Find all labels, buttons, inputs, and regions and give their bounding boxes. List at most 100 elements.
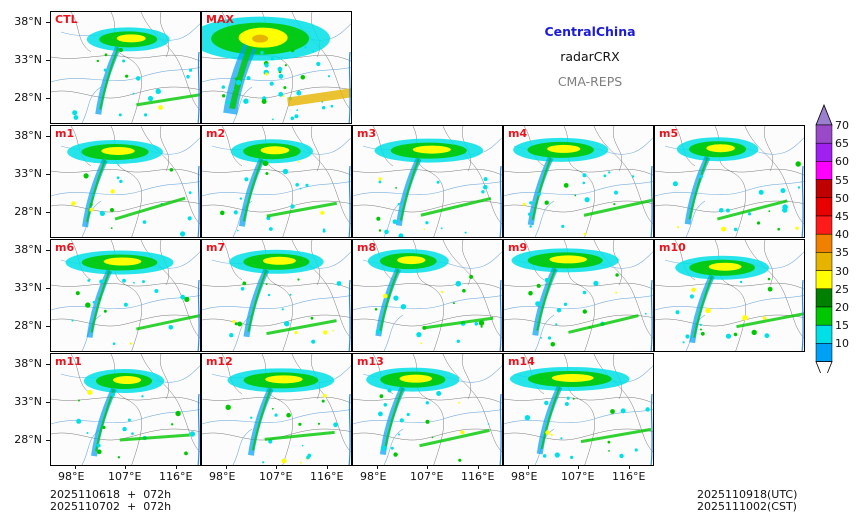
radar-echo-map bbox=[353, 240, 502, 351]
colorbar-tick-label: 65 bbox=[835, 137, 849, 151]
radar-echo-map bbox=[202, 240, 351, 351]
latitude-tick bbox=[46, 364, 50, 365]
radar-echo-map bbox=[504, 240, 653, 351]
longitude-tick bbox=[427, 465, 428, 469]
radar-echo-map bbox=[51, 240, 200, 351]
colorbar-tick-label: 30 bbox=[835, 264, 849, 278]
longitude-label: 107°E bbox=[259, 470, 293, 483]
radar-echo-map bbox=[202, 12, 351, 123]
longitude-tick bbox=[478, 465, 479, 469]
radar-echo-map bbox=[353, 126, 502, 237]
panel-label: MAX bbox=[206, 13, 234, 26]
valid-time-utc: 2025110918(UTC) bbox=[697, 488, 798, 501]
longitude-label: 116°E bbox=[159, 470, 193, 483]
latitude-label: 33°N bbox=[14, 53, 42, 66]
panel-label: m8 bbox=[357, 241, 377, 254]
colorbar-over-arrow bbox=[815, 103, 833, 126]
latitude-tick bbox=[46, 250, 50, 251]
colorbar-segment bbox=[815, 343, 833, 362]
longitude-tick bbox=[629, 465, 630, 469]
longitude-tick bbox=[377, 465, 378, 469]
map-panel-m12: m12 bbox=[201, 353, 352, 466]
longitude-tick bbox=[226, 465, 227, 469]
map-panel-m8: m8 bbox=[352, 239, 503, 352]
longitude-label: 116°E bbox=[612, 470, 646, 483]
radar-echo-map bbox=[51, 126, 200, 237]
latitude-tick bbox=[46, 288, 50, 289]
latitude-label: 28°N bbox=[14, 433, 42, 446]
longitude-label: 116°E bbox=[461, 470, 495, 483]
longitude-tick bbox=[528, 465, 529, 469]
model-title: CMA-REPS bbox=[557, 74, 623, 89]
latitude-label: 28°N bbox=[14, 91, 42, 104]
colorbar-segment bbox=[815, 215, 833, 235]
colorbar-segment bbox=[815, 270, 833, 290]
longitude-label: 98°E bbox=[511, 470, 538, 483]
longitude-tick bbox=[276, 465, 277, 469]
longitude-label: 116°E bbox=[310, 470, 344, 483]
map-panel-m6: m6 bbox=[50, 239, 201, 352]
longitude-label: 107°E bbox=[561, 470, 595, 483]
longitude-label: 98°E bbox=[360, 470, 387, 483]
panel-label: m3 bbox=[357, 127, 377, 140]
map-panel-m9: m9 bbox=[503, 239, 654, 352]
latitude-tick bbox=[46, 440, 50, 441]
colorbar-tick-label: 35 bbox=[835, 246, 849, 260]
colorbar-segment bbox=[815, 124, 833, 144]
colorbar-tick-label: 10 bbox=[835, 337, 849, 351]
panel-label: m12 bbox=[206, 355, 233, 368]
colorbar-segment bbox=[815, 233, 833, 253]
variable-title: radarCRX bbox=[560, 49, 620, 64]
longitude-tick bbox=[125, 465, 126, 469]
radar-echo-map bbox=[504, 354, 653, 465]
map-panel-m11: m11 bbox=[50, 353, 201, 466]
panel-label: m4 bbox=[508, 127, 528, 140]
map-panel-ctl: CTL bbox=[50, 11, 201, 124]
longitude-tick bbox=[176, 465, 177, 469]
longitude-label: 107°E bbox=[410, 470, 444, 483]
colorbar-tick-label: 45 bbox=[835, 210, 849, 223]
map-panel-m5: m5 bbox=[654, 125, 805, 238]
map-panel-m3: m3 bbox=[352, 125, 503, 238]
map-panel-max: MAX bbox=[201, 11, 352, 124]
colorbar-segment bbox=[815, 161, 833, 180]
radar-echo-map bbox=[202, 126, 351, 237]
map-panel-m10: m10 bbox=[654, 239, 805, 352]
panel-label: CTL bbox=[55, 13, 78, 26]
latitude-label: 38°N bbox=[14, 357, 42, 370]
latitude-tick bbox=[46, 402, 50, 403]
latitude-label: 28°N bbox=[14, 205, 42, 218]
latitude-tick bbox=[46, 98, 50, 99]
longitude-tick bbox=[75, 465, 76, 469]
latitude-label: 28°N bbox=[14, 319, 42, 332]
region-title: CentralChina bbox=[544, 24, 636, 39]
panel-label: m10 bbox=[659, 241, 686, 254]
radar-echo-map bbox=[51, 354, 200, 465]
latitude-label: 38°N bbox=[14, 15, 42, 28]
radar-echo-map bbox=[202, 354, 351, 465]
colorbar-tick-label: 55 bbox=[835, 173, 849, 187]
map-panel-m2: m2 bbox=[201, 125, 352, 238]
colorbar bbox=[815, 103, 833, 373]
latitude-tick bbox=[46, 136, 50, 137]
colorbar-tick-label: 40 bbox=[835, 228, 849, 242]
map-panel-m14: m14 bbox=[503, 353, 654, 466]
map-panel-m4: m4 bbox=[503, 125, 654, 238]
colorbar-tick-label: 15 bbox=[835, 319, 849, 333]
colorbar-segment bbox=[815, 252, 833, 271]
longitude-label: 98°E bbox=[209, 470, 236, 483]
latitude-label: 33°N bbox=[14, 167, 42, 180]
init-time-line1: 2025110618 + 072h bbox=[50, 488, 172, 501]
longitude-label: 107°E bbox=[108, 470, 142, 483]
colorbar-segment bbox=[815, 179, 833, 199]
radar-echo-map bbox=[655, 126, 804, 237]
map-panel-m1: m1 bbox=[50, 125, 201, 238]
latitude-label: 33°N bbox=[14, 281, 42, 294]
colorbar-tick-label: 20 bbox=[835, 301, 849, 314]
colorbar-segment bbox=[815, 142, 833, 162]
latitude-tick bbox=[46, 60, 50, 61]
colorbar-tick-label: 60 bbox=[835, 155, 849, 169]
latitude-tick bbox=[46, 22, 50, 23]
colorbar-segment bbox=[815, 288, 833, 308]
panel-label: m14 bbox=[508, 355, 535, 368]
